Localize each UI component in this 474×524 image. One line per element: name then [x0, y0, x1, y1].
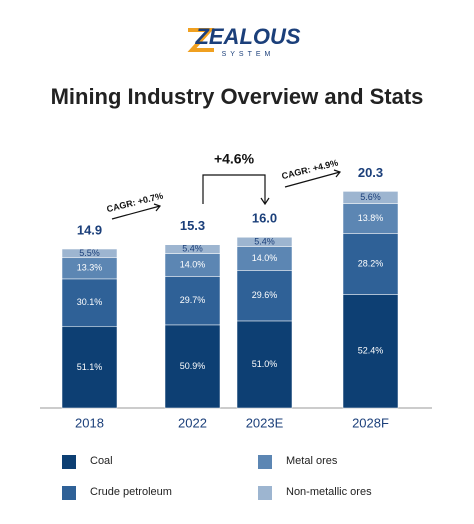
value-label: 5.5%: [79, 248, 100, 258]
bar-segment: [164, 244, 221, 254]
value-label: 51.0%: [252, 359, 278, 369]
value-label: 5.4%: [182, 244, 203, 254]
brand-tagline: SYSTEM: [222, 51, 275, 58]
legend-swatch: [258, 486, 272, 500]
bar-segment: [236, 320, 293, 409]
value-label: 5.6%: [360, 192, 381, 202]
legend-swatch: [62, 455, 76, 469]
annotations: [111, 169, 342, 220]
value-label: 29.6%: [252, 290, 278, 300]
x-tick-label: 2018: [75, 415, 104, 430]
value-label: 51.1%: [77, 362, 103, 372]
value-label: 52.4%: [358, 346, 384, 356]
bar-segment: [61, 326, 118, 409]
x-tick-label: 2023E: [246, 415, 284, 430]
arrow: [111, 205, 161, 220]
legend-label: Non-metallic ores: [286, 486, 372, 498]
bracket: [202, 174, 266, 204]
total-label: 20.3: [358, 165, 383, 180]
arrow-head: [260, 197, 270, 206]
value-label: 28.2%: [358, 258, 384, 268]
legend-label: Metal ores: [286, 455, 338, 467]
annotation: CAGR: +4.9%: [281, 158, 339, 182]
x-tick-label: 2028F: [352, 415, 389, 430]
bar-segment: [61, 248, 118, 259]
bar-segment: [236, 237, 293, 247]
total-label: 15.3: [180, 218, 205, 233]
bar-segment: [342, 191, 399, 204]
total-label: 14.9: [77, 222, 102, 237]
arrow-head: [333, 169, 342, 178]
arrow: [284, 171, 341, 188]
arrow-head: [153, 203, 162, 212]
bar-segment: [342, 294, 399, 409]
value-label: 13.3%: [77, 263, 103, 273]
legend-label: Coal: [90, 455, 113, 467]
bar-segment: [61, 278, 118, 328]
bar-segment: [164, 276, 221, 326]
value-label: 50.9%: [180, 361, 206, 371]
value-label: 5.4%: [254, 236, 275, 246]
annotation: +4.6%: [214, 151, 255, 167]
value-label: 29.7%: [180, 295, 206, 305]
legend-swatch: [258, 455, 272, 469]
bar-segment: [164, 324, 221, 409]
x-tick-label: 2022: [178, 415, 207, 430]
value-label: 14.0%: [180, 259, 206, 269]
total-label: 16.0: [252, 211, 277, 226]
brand-name: ZEALOUS: [194, 24, 300, 49]
annotation: CAGR: +0.7%: [106, 191, 164, 215]
value-label: 30.1%: [77, 297, 103, 307]
chart-title: Mining Industry Overview and Stats: [51, 84, 424, 109]
legend-swatch: [62, 486, 76, 500]
value-label: 13.8%: [358, 213, 384, 223]
bar-segment: [342, 203, 399, 234]
value-label: 14.0%: [252, 253, 278, 263]
logo-mark: [187, 28, 215, 52]
legend-label: Crude petroleum: [90, 486, 172, 498]
bar-segment: [236, 270, 293, 322]
